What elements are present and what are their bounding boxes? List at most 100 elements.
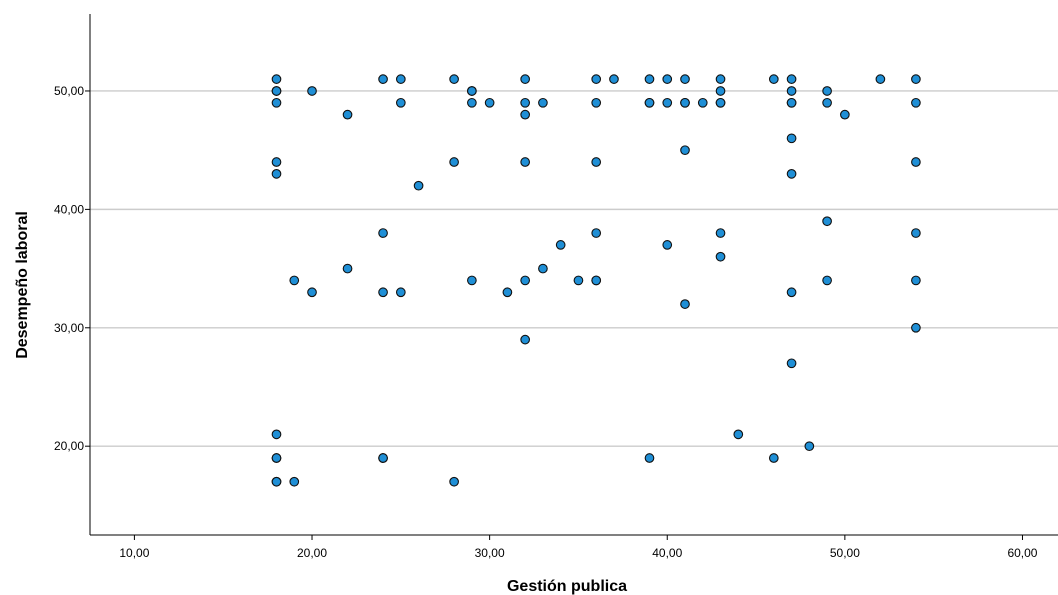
data-point: [644, 453, 655, 463]
data-point: [289, 476, 300, 487]
data-point: [822, 97, 832, 108]
data-point: [715, 74, 726, 84]
data-point: [644, 97, 655, 108]
data-point: [271, 157, 282, 167]
data-point: [502, 287, 513, 298]
data-point: [911, 322, 921, 333]
data-point: [538, 97, 548, 108]
data-point: [591, 74, 602, 84]
y-tick-label: 50,00: [54, 84, 84, 98]
data-point: [307, 86, 317, 96]
data-point: [484, 97, 495, 108]
data-point: [911, 275, 921, 286]
data-point: [307, 287, 317, 298]
y-axis-title: Desempeño laboral: [14, 211, 31, 359]
data-point: [271, 74, 282, 84]
data-point: [449, 476, 459, 487]
data-point: [520, 334, 531, 345]
data-point: [822, 216, 832, 227]
data-point: [342, 109, 353, 120]
data-point: [449, 157, 459, 167]
y-tick-label: 20,00: [54, 439, 84, 453]
data-point: [911, 157, 921, 167]
x-tick-label: 20,00: [297, 546, 327, 560]
data-point: [786, 169, 797, 179]
data-point: [378, 453, 388, 463]
data-point: [680, 145, 690, 156]
data-point: [786, 97, 797, 108]
data-point: [911, 97, 921, 108]
data-point: [662, 240, 673, 250]
data-point: [786, 133, 797, 144]
y-tick-label: 40,00: [54, 202, 84, 216]
data-point: [467, 86, 477, 96]
data-point: [786, 358, 797, 369]
data-point: [680, 97, 690, 108]
data-point: [680, 74, 690, 84]
x-tick-label: 40,00: [652, 546, 682, 560]
data-point: [715, 86, 726, 96]
data-point: [591, 157, 602, 167]
data-point: [467, 97, 477, 108]
data-point: [271, 429, 282, 440]
data-point: [715, 251, 726, 262]
data-point: [680, 299, 690, 309]
gridlines: [90, 90, 1058, 447]
data-point: [378, 74, 388, 84]
data-point: [520, 109, 531, 120]
data-point: [449, 74, 459, 84]
data-point: [768, 74, 779, 84]
data-point: [911, 74, 921, 84]
data-point: [591, 228, 602, 238]
data-point: [822, 86, 832, 96]
data-point: [609, 74, 619, 84]
x-tick-label: 10,00: [119, 546, 149, 560]
data-point: [520, 275, 531, 286]
data-point: [786, 74, 797, 84]
data-point: [520, 97, 531, 108]
x-tick-label: 60,00: [1007, 546, 1037, 560]
data-point: [395, 74, 406, 84]
x-axis-title: Gestión publica: [507, 578, 627, 595]
data-point: [822, 275, 832, 286]
data-point: [395, 287, 406, 298]
data-point: [697, 97, 708, 108]
data-point: [644, 74, 655, 84]
axis-ticks: 20,00 30,00 40,00 50,00 10,00 20,00 30,00 40,00…: [54, 84, 1038, 560]
y-tick-label: 30,00: [54, 321, 84, 335]
data-point: [538, 263, 548, 274]
data-point: [342, 263, 353, 274]
data-point: [520, 157, 531, 167]
data-point: [573, 275, 584, 286]
data-point: [715, 97, 726, 108]
data-point: [271, 97, 282, 108]
data-point: [786, 287, 797, 298]
data-point: [555, 240, 566, 250]
data-point: [840, 109, 850, 120]
data-point: [271, 86, 282, 96]
data-point: [591, 275, 602, 286]
data-point: [591, 97, 602, 108]
data-point: [289, 275, 300, 286]
data-point: [395, 97, 406, 108]
data-point: [271, 169, 282, 179]
data-point: [378, 287, 388, 298]
data-point: [662, 74, 673, 84]
data-point: [378, 228, 388, 238]
x-tick-label: 50,00: [830, 546, 860, 560]
data-point: [733, 429, 744, 440]
data-point: [413, 180, 424, 191]
data-point: [467, 275, 477, 286]
x-tick-label: 30,00: [475, 546, 505, 560]
data-point: [715, 228, 726, 238]
data-point: [271, 453, 282, 463]
data-point: [768, 453, 779, 463]
data-point: [662, 97, 673, 108]
data-point: [804, 441, 815, 452]
data-point: [911, 228, 921, 238]
data-point: [520, 74, 531, 84]
data-point: [271, 476, 282, 487]
data-point: [875, 74, 886, 84]
data-points: [271, 74, 921, 487]
